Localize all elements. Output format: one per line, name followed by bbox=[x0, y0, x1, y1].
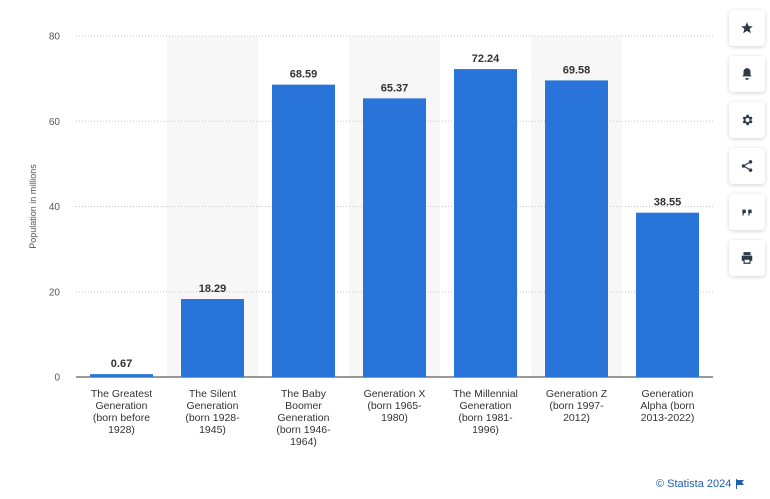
x-tick-label-line: Alpha (born bbox=[640, 400, 694, 412]
x-tick-label-line: Generation bbox=[187, 400, 239, 412]
x-tick-label-line: 2012) bbox=[563, 412, 590, 424]
x-tick-label-line: (born 1965- bbox=[367, 400, 422, 412]
x-tick-label-line: 1928) bbox=[108, 424, 135, 436]
x-tick-label: The Baby Boomer Generation (born 1946-1964) bbox=[276, 388, 331, 448]
bar[interactable] bbox=[545, 80, 608, 377]
x-tick-label-line: (born before bbox=[93, 412, 150, 424]
data-label: 72.24 bbox=[472, 53, 500, 65]
y-tick-label: 80 bbox=[49, 32, 61, 43]
x-tick-label-line: Generation bbox=[96, 400, 148, 412]
data-label: 65.37 bbox=[381, 82, 409, 94]
quote-icon bbox=[742, 209, 752, 216]
y-tick-label: 40 bbox=[49, 202, 61, 213]
data-label: 69.58 bbox=[563, 64, 591, 76]
cite-button[interactable] bbox=[729, 194, 765, 230]
x-tick-label-line: Generation X bbox=[364, 388, 426, 400]
x-tick-label-line: 1980) bbox=[381, 412, 408, 424]
gear-icon bbox=[742, 114, 753, 126]
y-axis-title: Population in millions bbox=[28, 164, 38, 249]
data-label: 18.29 bbox=[199, 283, 227, 295]
x-tick-label-line: (born 1981- bbox=[458, 412, 513, 424]
y-tick-label: 0 bbox=[54, 373, 60, 384]
share-button[interactable] bbox=[729, 148, 765, 184]
x-tick-label: The Greatest Generation (born before 1928) bbox=[91, 388, 152, 436]
bar[interactable] bbox=[272, 84, 335, 377]
x-tick-label-line: Generation bbox=[460, 400, 512, 412]
bar[interactable] bbox=[90, 374, 153, 377]
bar[interactable] bbox=[181, 299, 244, 377]
credit-text[interactable]: © Statista 2024 bbox=[656, 478, 732, 490]
x-tick-label: Generation X (born 1965-1980) bbox=[364, 388, 426, 424]
x-tick-label-line: The Silent bbox=[189, 388, 236, 400]
y-tick-label: 60 bbox=[49, 117, 61, 128]
star-icon bbox=[741, 22, 753, 34]
x-tick-label: The Millennial Generation (born 1981-1996) bbox=[453, 388, 518, 436]
share-icon bbox=[741, 160, 753, 172]
favorite-button[interactable] bbox=[729, 10, 765, 46]
x-tick-label-line: The Greatest bbox=[91, 388, 152, 400]
x-tick-label: The Silent Generation (born 1928-1945) bbox=[185, 388, 240, 436]
bar-chart: 0 20 40 60 80 Population in millions 0.67 The G… bbox=[28, 32, 713, 448]
flag-icon bbox=[736, 479, 745, 489]
settings-button[interactable] bbox=[729, 102, 765, 138]
notifications-button[interactable] bbox=[729, 56, 765, 92]
data-label: 0.67 bbox=[111, 358, 132, 370]
bell-icon bbox=[742, 68, 752, 80]
x-tick-label-line: 1996) bbox=[472, 424, 499, 436]
bar[interactable] bbox=[454, 69, 517, 378]
y-tick-label: 20 bbox=[49, 287, 61, 298]
data-label: 38.55 bbox=[654, 197, 682, 209]
x-tick-label-line: (born 1997- bbox=[549, 400, 604, 412]
x-tick-label-line: 1945) bbox=[199, 424, 226, 436]
bar[interactable] bbox=[363, 98, 426, 377]
x-tick-label-line: Generation bbox=[278, 412, 330, 424]
x-tick-label-line: (born 1928- bbox=[185, 412, 240, 424]
x-tick-label: Generation Z (born 1997-2012) bbox=[546, 388, 608, 424]
print-button[interactable] bbox=[729, 240, 765, 276]
x-tick-label-line: (born 1946- bbox=[276, 424, 331, 436]
x-tick-label-line: Boomer bbox=[285, 400, 322, 412]
x-tick-label-line: 2013-2022) bbox=[641, 412, 695, 424]
x-tick-label-line: The Millennial bbox=[453, 388, 518, 400]
toolbar bbox=[729, 10, 767, 286]
x-tick-label-line: Generation bbox=[642, 388, 694, 400]
x-tick-label-line: 1964) bbox=[290, 436, 317, 448]
print-icon bbox=[741, 252, 753, 264]
x-tick-label-line: The Baby bbox=[281, 388, 327, 400]
x-tick-label: Generation Alpha (born 2013-2022) bbox=[640, 388, 694, 424]
data-label: 68.59 bbox=[290, 69, 318, 81]
statista-credit[interactable]: © Statista 2024 bbox=[656, 478, 745, 490]
x-tick-label-line: Generation Z bbox=[546, 388, 608, 400]
bar[interactable] bbox=[636, 212, 699, 377]
